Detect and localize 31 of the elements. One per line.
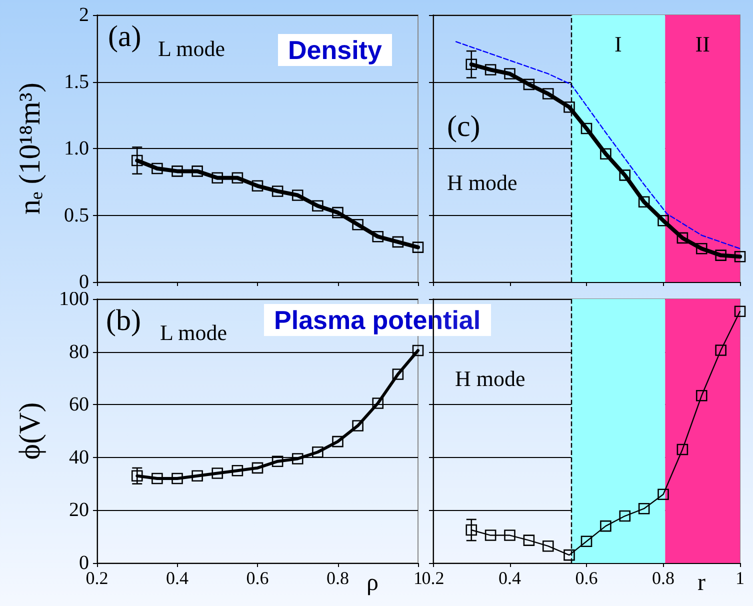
y-tick-label: 60 <box>69 394 89 416</box>
annotation: Density <box>278 34 392 66</box>
x-tick-label: 0.4 <box>166 568 188 588</box>
y-axis-title: nₑ (10¹⁸m³) <box>14 82 46 214</box>
annotation: (b) <box>106 304 141 337</box>
y-axis-title: ϕ(V) <box>14 402 46 460</box>
x-tick-label: 0.2 <box>422 568 444 588</box>
x-tick-label: 1 <box>414 568 422 588</box>
band-label: I <box>614 32 622 56</box>
x-tick-label: 0.8 <box>326 568 349 588</box>
annotation: (c) <box>447 110 480 143</box>
x-tick-label: 0.6 <box>246 568 269 588</box>
y-tick-label: 1.0 <box>64 138 89 160</box>
x-tick-label: 0.8 <box>652 568 674 588</box>
y-tick-label: 2 <box>79 4 89 26</box>
y-tick-label: 0.5 <box>64 204 89 226</box>
y-tick-label: 80 <box>69 340 89 363</box>
annotation: (a) <box>108 20 142 53</box>
y-tick-label: 40 <box>69 446 89 468</box>
annotation: L mode <box>160 320 227 345</box>
annotation: H mode <box>447 170 518 195</box>
annotation: L mode <box>158 36 225 61</box>
band-label: II <box>695 32 710 56</box>
annotation: H mode <box>455 366 526 391</box>
x-axis-title: ρ <box>366 570 378 596</box>
x-tick-label: 1 <box>736 568 744 588</box>
x-axis-title: r <box>698 570 706 596</box>
y-tick-label: 1.5 <box>64 70 89 93</box>
x-tick-label: 0.6 <box>575 568 598 588</box>
x-tick-label: 0.4 <box>498 568 521 588</box>
y-tick-label: 20 <box>69 499 89 522</box>
